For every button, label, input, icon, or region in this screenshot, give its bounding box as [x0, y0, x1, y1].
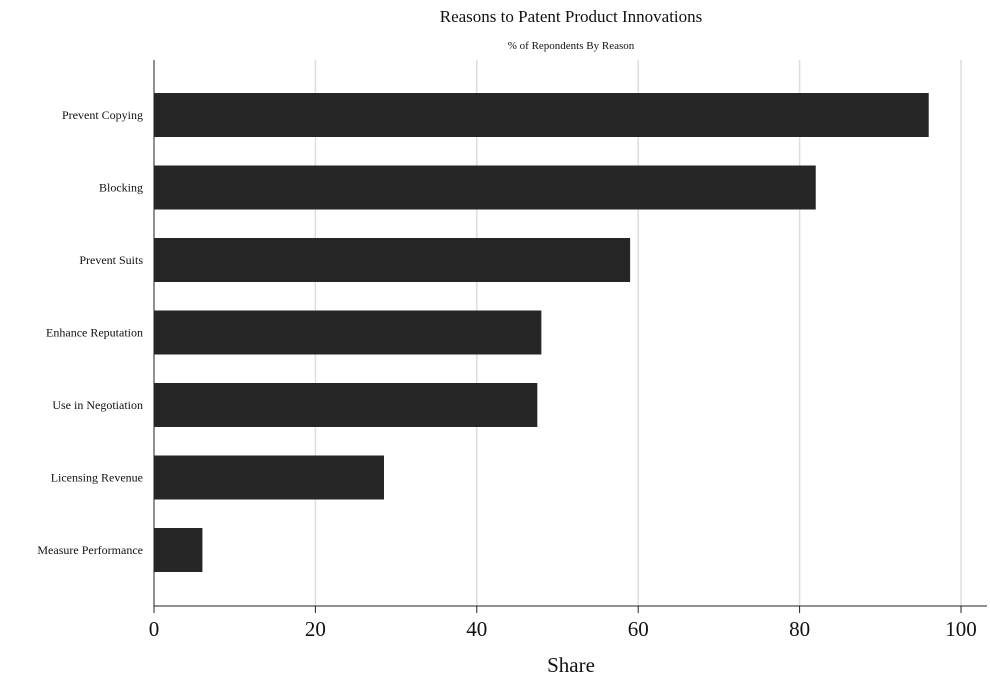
bars — [154, 93, 929, 572]
bar — [154, 165, 816, 210]
bar — [154, 383, 538, 427]
bar — [154, 93, 929, 137]
x-axis-title: Share — [547, 653, 595, 677]
category-label: Licensing Revenue — [51, 471, 143, 485]
x-tick-label: 100 — [945, 617, 977, 641]
category-labels: Prevent Copying Blocking Prevent Suits Enha… — [37, 108, 143, 557]
x-tick-label: 80 — [789, 617, 810, 641]
bar — [154, 455, 384, 500]
category-label: Prevent Suits — [79, 253, 143, 267]
x-tick-label: 0 — [149, 617, 160, 641]
chart-title: Reasons to Patent Product Innovations — [440, 7, 703, 26]
category-label: Measure Performance — [37, 543, 143, 557]
chart-subtitle: % of Repondents By Reason — [508, 40, 635, 52]
category-label: Blocking — [99, 181, 143, 195]
category-label: Use in Negotiation — [52, 398, 143, 412]
bar — [154, 238, 631, 282]
category-label: Prevent Copying — [62, 108, 143, 122]
gridlines — [314, 60, 962, 606]
bar — [154, 310, 542, 355]
x-axis-ticks: 0 20 40 60 80 100 — [149, 606, 977, 641]
x-tick-label: 60 — [628, 617, 649, 641]
bar — [154, 528, 203, 572]
x-tick-label: 40 — [466, 617, 487, 641]
x-tick-label: 20 — [305, 617, 326, 641]
category-label: Enhance Reputation — [46, 326, 143, 340]
